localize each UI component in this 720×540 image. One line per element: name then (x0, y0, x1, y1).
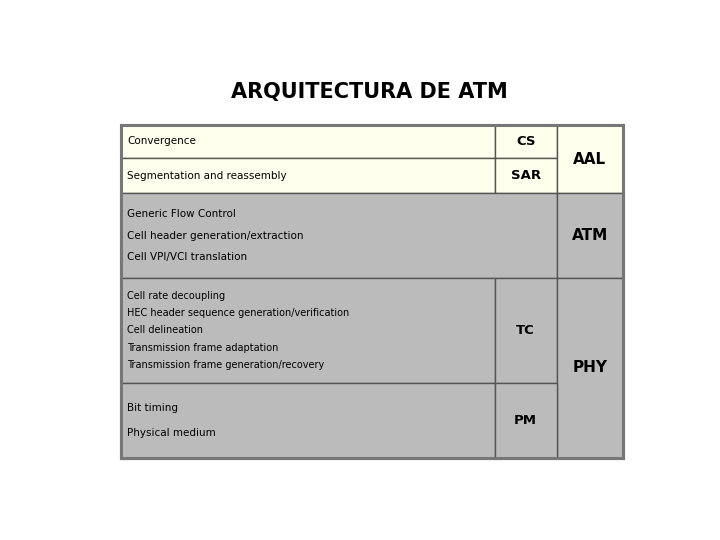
Text: PHY: PHY (572, 360, 607, 375)
Bar (557, 193, 623, 278)
Text: CS: CS (516, 135, 536, 148)
Bar (121, 278, 495, 383)
Bar (121, 193, 557, 278)
Text: Cell rate decoupling: Cell rate decoupling (127, 291, 225, 301)
Bar (121, 125, 623, 458)
Text: Convergence: Convergence (127, 137, 197, 146)
Text: HEC header sequence generation/verification: HEC header sequence generation/verificat… (127, 308, 350, 318)
Text: Physical medium: Physical medium (127, 428, 216, 438)
Bar (495, 278, 557, 383)
Bar (557, 125, 623, 193)
Text: TC: TC (516, 324, 535, 337)
Bar (121, 383, 495, 458)
Text: Segmentation and reassembly: Segmentation and reassembly (127, 171, 287, 180)
Bar (121, 158, 495, 193)
Text: ARQUITECTURA DE ATM: ARQUITECTURA DE ATM (230, 82, 508, 102)
Text: SAR: SAR (510, 169, 541, 182)
Text: Cell delineation: Cell delineation (127, 326, 203, 335)
Text: Cell header generation/extraction: Cell header generation/extraction (127, 231, 304, 241)
Bar (495, 158, 557, 193)
Text: AAL: AAL (573, 152, 606, 167)
Text: ATM: ATM (572, 228, 608, 243)
Bar (121, 193, 623, 458)
Text: Transmission frame adaptation: Transmission frame adaptation (127, 343, 279, 353)
Text: Generic Flow Control: Generic Flow Control (127, 210, 236, 219)
Text: Cell VPI/VCI translation: Cell VPI/VCI translation (127, 252, 248, 262)
Bar (495, 125, 557, 158)
Text: Bit timing: Bit timing (127, 403, 179, 413)
Bar (495, 383, 557, 458)
Text: PM: PM (514, 414, 537, 427)
Text: Transmission frame generation/recovery: Transmission frame generation/recovery (127, 360, 325, 370)
Bar (121, 125, 623, 458)
Bar (121, 125, 495, 158)
Bar (557, 278, 623, 458)
